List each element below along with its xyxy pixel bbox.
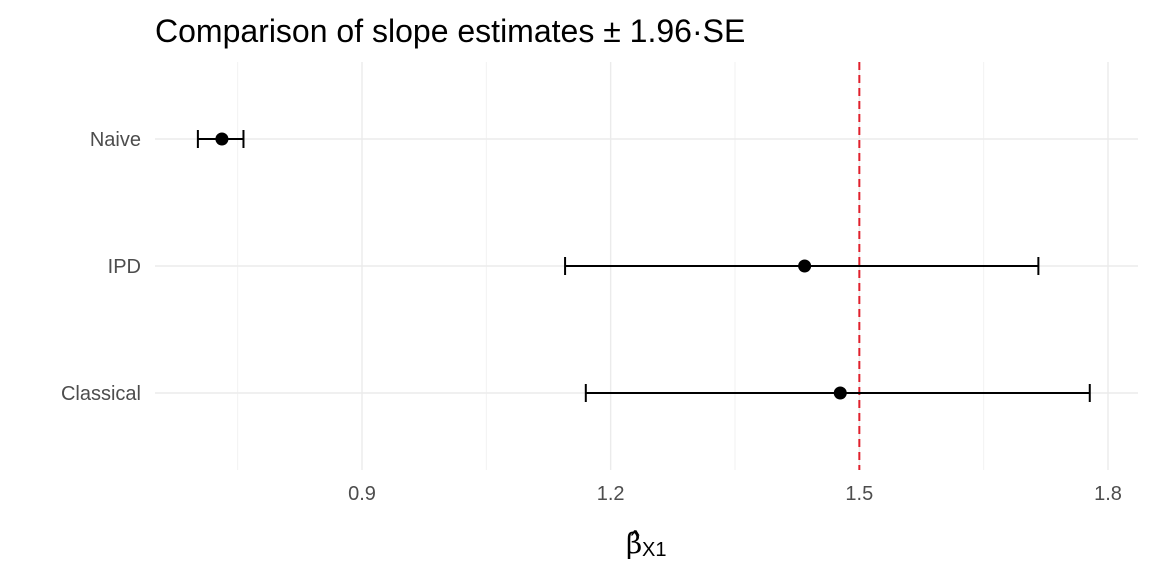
x-tick-label-0: 0.9	[348, 483, 376, 505]
x-axis-label-beta-hat: β̂	[626, 527, 642, 560]
chart-title: Comparison of slope estimates ± 1.96·SE	[155, 13, 745, 49]
y-axis-tick-labels: Naive IPD Classical	[61, 129, 141, 405]
point-estimate-ipd	[798, 259, 812, 273]
point-estimate-naive	[215, 132, 229, 146]
x-axis-label-subscript: X1	[642, 539, 666, 561]
y-tick-label-naive: Naive	[90, 129, 141, 151]
x-tick-label-1: 1.2	[597, 483, 625, 505]
x-tick-label-3: 1.8	[1094, 483, 1122, 505]
point-estimate-classical	[833, 386, 847, 400]
x-axis-tick-labels: 0.9 1.2 1.5 1.8	[348, 483, 1122, 505]
x-axis-label: β̂ X1	[626, 527, 666, 561]
point-estimates	[215, 132, 847, 400]
x-tick-label-2: 1.5	[845, 483, 873, 505]
y-tick-label-classical: Classical	[61, 383, 141, 405]
y-tick-label-ipd: IPD	[108, 256, 141, 278]
